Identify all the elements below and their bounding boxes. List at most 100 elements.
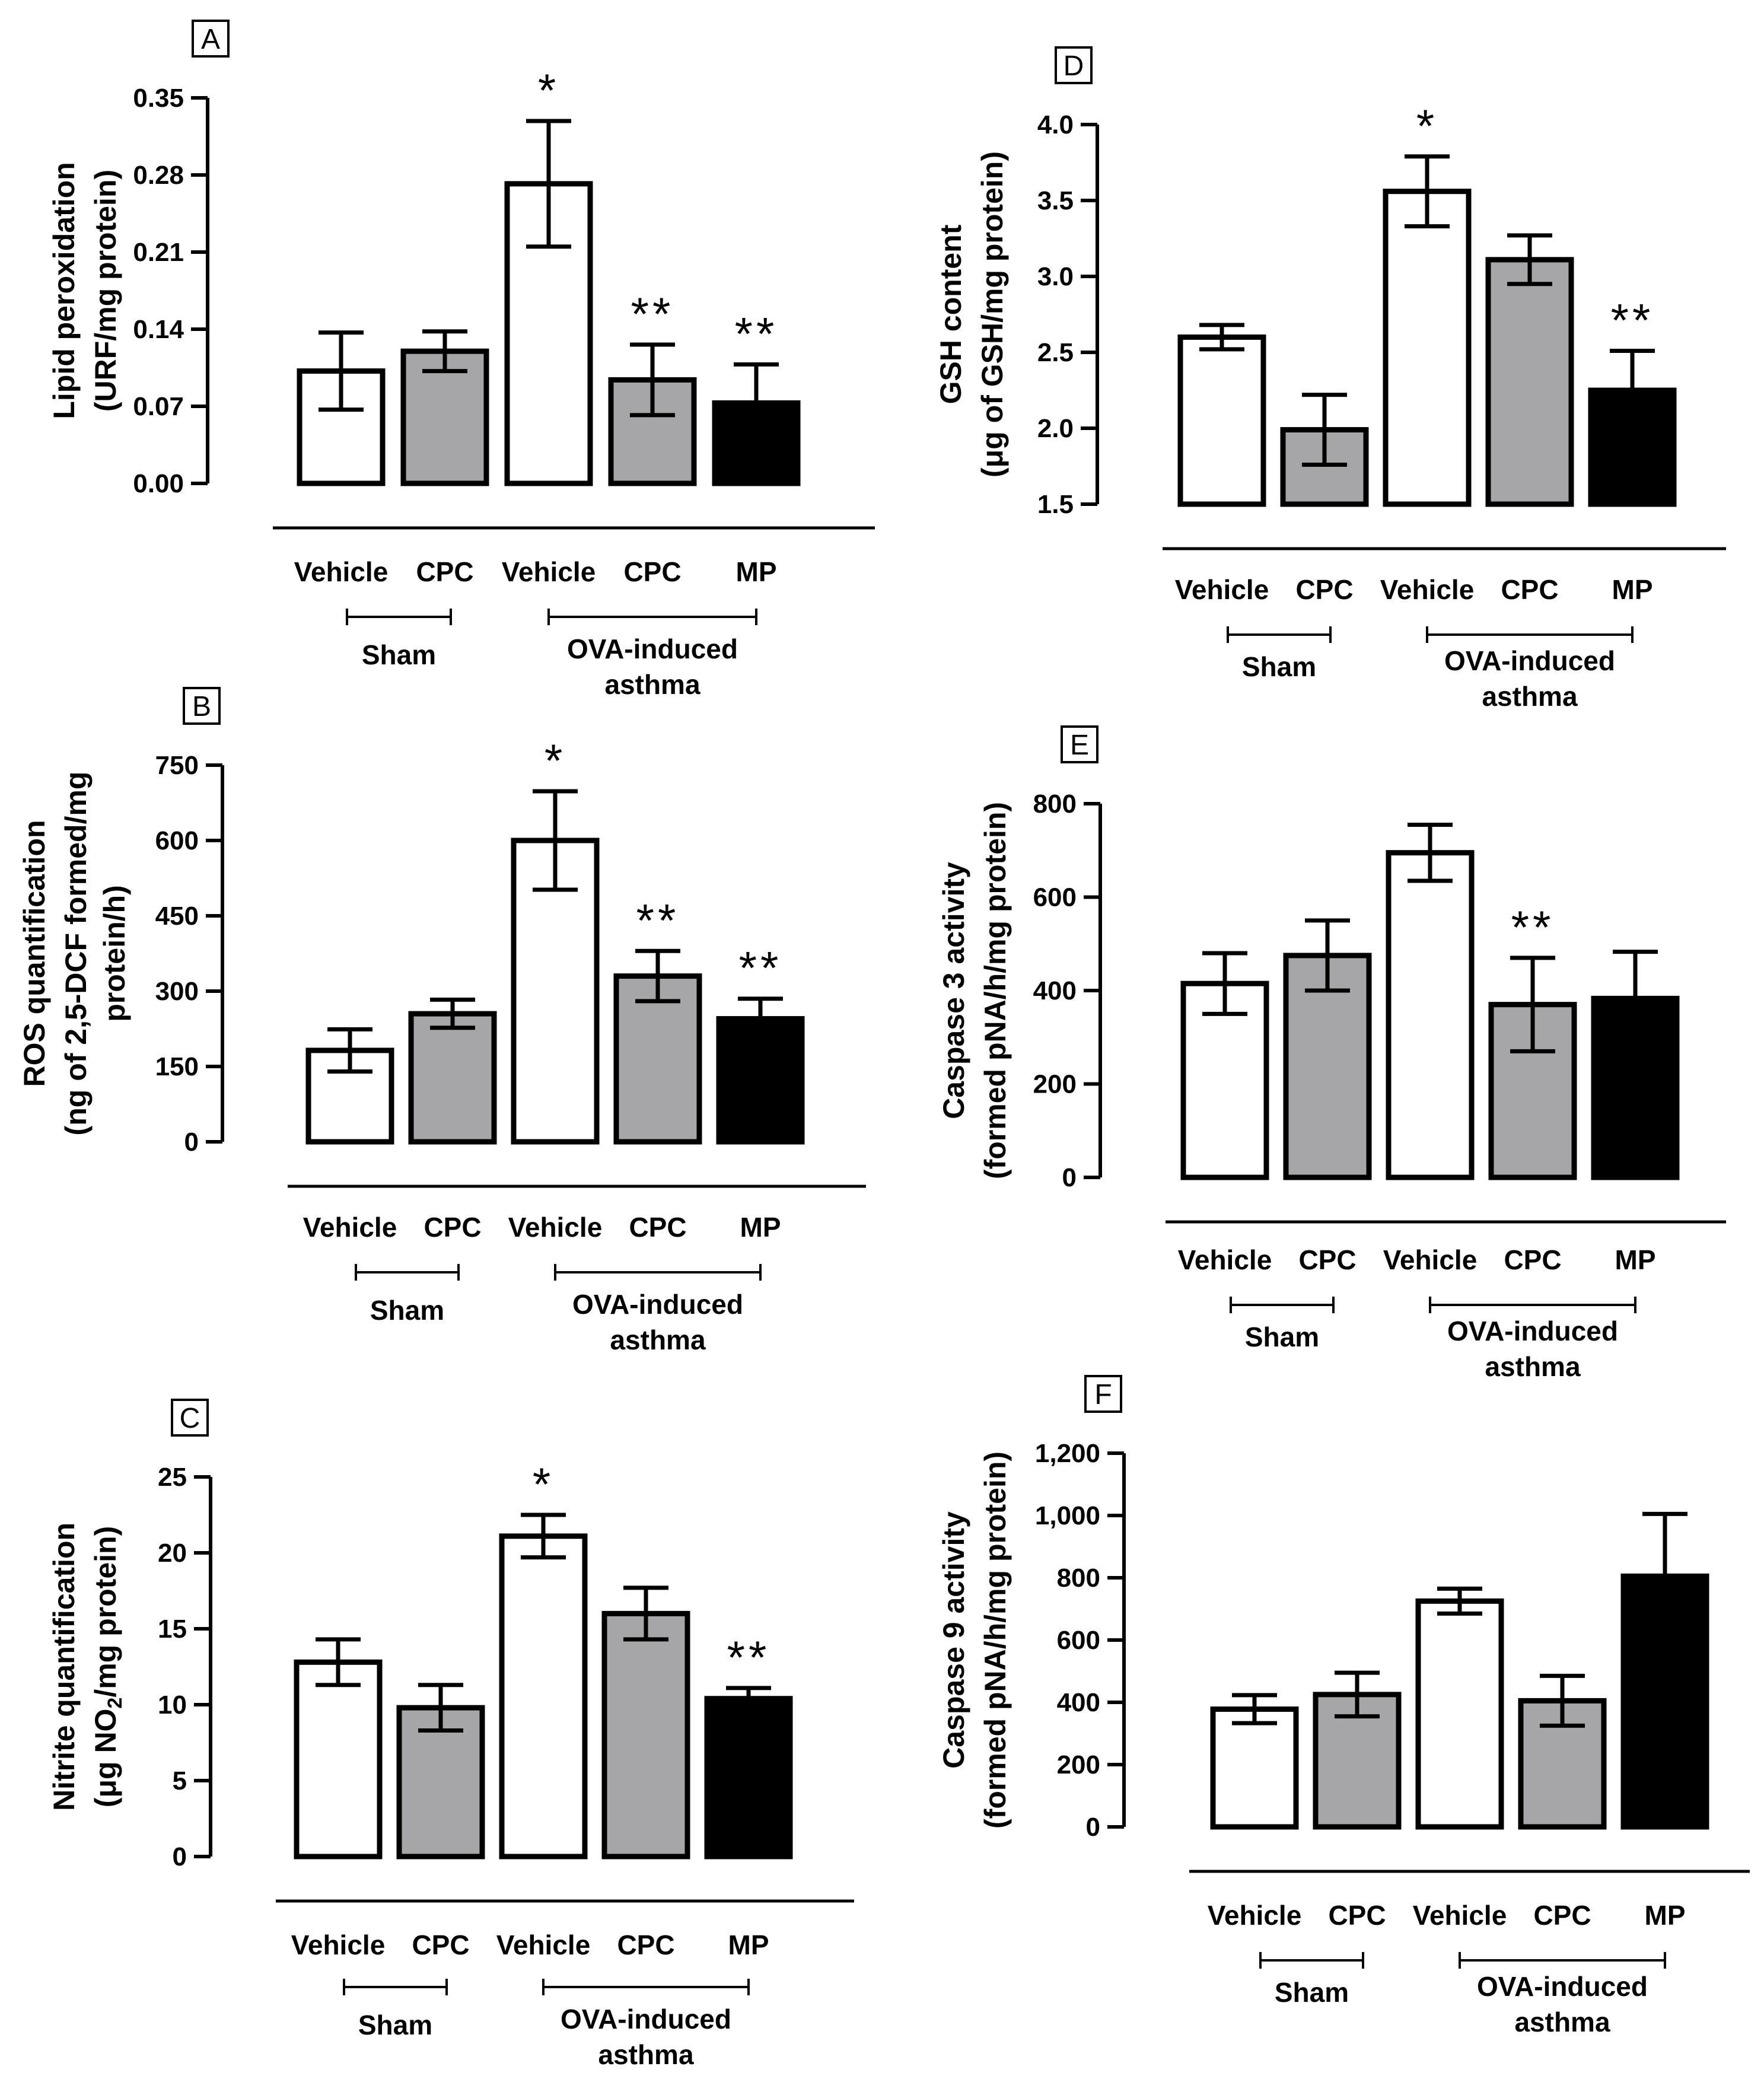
bar-2 (400, 348, 489, 486)
y-axis-label-line-2: (formed pNA/h/mg protein) (979, 1451, 1012, 1829)
panel-f: F 0 200 400 600 800 1,000 1,200 Caspase 9 activi… (937, 1375, 1750, 2037)
bar-1 (294, 1659, 383, 1860)
y-tick-label: 300 (155, 977, 199, 1006)
y-tick-label: 1.5 (1037, 490, 1074, 519)
y-tick-label: 750 (155, 751, 199, 780)
group-label-ova-line-2: asthma (1514, 2007, 1610, 2037)
y-tick-label: 15 (158, 1615, 187, 1644)
y-tick-label: 0.21 (133, 238, 184, 267)
category-label-5: MP (1615, 1244, 1656, 1275)
y-tick-label: 400 (1057, 1688, 1100, 1717)
y-tick-label: 3.5 (1037, 186, 1074, 215)
y-tick-label: 2.5 (1037, 338, 1074, 367)
y-tick-label: 10 (158, 1690, 187, 1720)
y-axis-label-line-2: (μg NO2/mg protein) (89, 1526, 126, 1807)
bar-2 (408, 1011, 497, 1145)
category-label-4: CPC (1533, 1900, 1591, 1931)
category-label-5: MP (728, 1929, 769, 1960)
group-label-sham: Sham (1245, 1322, 1319, 1352)
category-label-1: Vehicle (291, 1929, 386, 1960)
y-axis-label-line-1: Caspase 3 activity (937, 862, 970, 1119)
y-tick-label: 0.35 (133, 84, 184, 113)
bar-4 (1485, 257, 1574, 507)
significance-mark-4: ** (631, 288, 674, 340)
category-label-2: CPC (412, 1929, 469, 1960)
group-label-ova-line-1: OVA-induced (567, 633, 738, 664)
category-label-4: CPC (623, 556, 681, 587)
group-label-ova-line-2: asthma (1482, 681, 1577, 712)
group-label-ova-line-1: OVA-induced (572, 1289, 743, 1320)
group-label-ova-line-2: asthma (610, 1324, 705, 1355)
group-label-ova-line-1: OVA-induced (1444, 645, 1615, 676)
panel-letter: B (192, 691, 211, 722)
y-tick-label: 0.00 (133, 469, 184, 498)
panel-letter-box (1084, 1375, 1122, 1413)
y-tick-label: 600 (1033, 883, 1077, 912)
y-tick-label: 200 (1057, 1750, 1100, 1779)
category-label-4: CPC (629, 1212, 686, 1243)
panel-letter-box (183, 687, 221, 725)
group-label-ova-line-1: OVA-induced (1477, 1971, 1648, 2002)
category-label-5: MP (1612, 574, 1653, 605)
y-axis-label-line-2: (μg of GSH/mg protein) (976, 151, 1009, 477)
category-label-4: CPC (1504, 1244, 1561, 1275)
panel-letter-box (171, 1399, 209, 1437)
y-tick-label: 20 (158, 1539, 187, 1568)
category-label-3: Vehicle (496, 1929, 591, 1960)
y-axis-label-part: (μg NO (89, 1709, 122, 1808)
category-label-1: Vehicle (1175, 574, 1269, 605)
category-label-3: Vehicle (1383, 1244, 1478, 1275)
bar-3 (1415, 1598, 1504, 1830)
category-label-1: Vehicle (303, 1212, 397, 1243)
category-label-1: Vehicle (1208, 1900, 1302, 1931)
group-label-ova-line-2: asthma (1485, 1351, 1580, 1382)
y-tick-label: 600 (1057, 1626, 1100, 1655)
y-axis-label-line-1: Caspase 9 activity (937, 1511, 970, 1769)
panel-letter-box (1061, 725, 1098, 763)
group-label-ova-line-2: asthma (604, 669, 700, 700)
y-tick-label: 25 (158, 1463, 187, 1492)
y-axis-label-line-2: (formed pNA/h/mg protein) (979, 802, 1012, 1179)
category-label-4: CPC (1501, 574, 1558, 605)
category-label-5: MP (736, 556, 777, 587)
category-label-5: MP (740, 1212, 781, 1243)
significance-mark-4: ** (636, 894, 680, 946)
category-label-5: MP (1645, 1900, 1686, 1931)
group-label-ova-line-1: OVA-induced (561, 2004, 731, 2034)
bar-1 (1177, 334, 1266, 507)
panel-letter: E (1070, 730, 1089, 761)
panel-letter: D (1064, 50, 1084, 82)
group-label-sham: Sham (362, 639, 436, 670)
y-tick-label: 800 (1033, 789, 1077, 819)
category-label-3: Vehicle (1413, 1900, 1507, 1931)
group-label-ova-line-2: asthma (598, 2039, 693, 2070)
y-tick-label: 0 (173, 1842, 187, 1871)
panel-letter: F (1094, 1379, 1112, 1410)
y-tick-label: 0.07 (133, 392, 184, 421)
y-tick-label: 0 (184, 1128, 199, 1157)
bar-3 (499, 1533, 588, 1860)
y-axis-label-line-1: ROS quantification (18, 820, 51, 1087)
y-tick-label: 800 (1057, 1564, 1100, 1593)
bar-5 (716, 1016, 805, 1145)
y-axis-label-line-2: (ng of 2,5-DCF formed/mg (59, 772, 93, 1136)
group-label-sham: Sham (370, 1295, 444, 1326)
significance-mark-5: ** (727, 1631, 770, 1683)
y-tick-label: 3.0 (1037, 262, 1074, 291)
significance-mark-5: ** (739, 942, 782, 994)
bar-5 (1588, 387, 1677, 507)
category-label-4: CPC (617, 1929, 674, 1960)
category-label-2: CPC (424, 1212, 481, 1243)
y-axis-label-line-3: protein/h) (98, 885, 131, 1022)
y-tick-label: 1,000 (1035, 1501, 1100, 1530)
group-label-ova-line-1: OVA-induced (1447, 1316, 1618, 1346)
bar-3 (1386, 850, 1475, 1180)
y-axis-label-line-1: Lipid peroxidation (47, 162, 81, 419)
category-label-1: Vehicle (294, 556, 389, 587)
significance-mark-5: ** (735, 307, 778, 359)
significance-mark-3: * (538, 64, 559, 116)
y-axis-label-line-1: GSH content (934, 224, 967, 404)
bar-4 (601, 1610, 690, 1860)
category-label-2: CPC (416, 556, 473, 587)
y-tick-label: 0 (1062, 1163, 1077, 1192)
